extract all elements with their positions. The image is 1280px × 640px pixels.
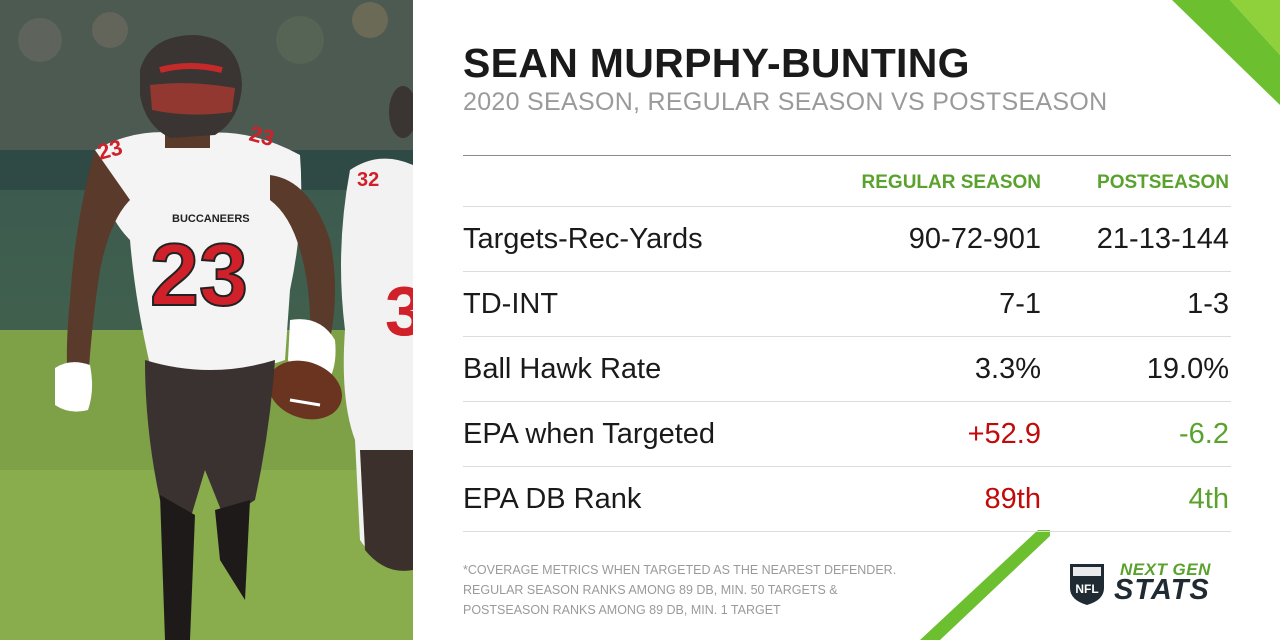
jersey-number: 23 <box>150 225 248 324</box>
column-header-regular-season: REGULAR SEASON <box>861 172 1041 193</box>
svg-text:3: 3 <box>385 272 413 350</box>
regular-season-value: 90-72-901 <box>908 223 1041 255</box>
row-label: TD-INT <box>463 288 559 320</box>
postseason-value: 4th <box>1188 483 1229 515</box>
nfl-shield-icon: NFL <box>1070 564 1104 605</box>
table-row: TD-INT 7-1 1-3 <box>463 272 1231 337</box>
row-label: EPA when Targeted <box>463 418 716 450</box>
player-photo: 32 3 23 BUCCANEERS 23 23 <box>0 0 413 640</box>
logo-line-2: STATS <box>1114 574 1210 606</box>
table-row: Targets-Rec-Yards 90-72-901 21-13-144 <box>463 207 1231 272</box>
table-row: EPA when Targeted +52.9 -6.2 <box>463 402 1231 467</box>
regular-season-value: 7-1 <box>999 288 1041 320</box>
footnote-line: *COVERAGE METRICS WHEN TARGETED AS THE N… <box>463 563 897 577</box>
season-subtitle: 2020 SEASON, REGULAR SEASON VS POSTSEASO… <box>463 88 1108 116</box>
nfl-shield-text: NFL <box>1075 582 1098 596</box>
logo-line-1: NEXT GEN <box>1120 560 1211 579</box>
stats-table: REGULAR SEASON POSTSEASON Targets-Rec-Ya… <box>463 155 1231 532</box>
jersey-team-text: BUCCANEERS <box>172 213 250 225</box>
table-header-row: REGULAR SEASON POSTSEASON <box>463 155 1231 207</box>
postseason-value: -6.2 <box>1179 418 1229 450</box>
footnote: *COVERAGE METRICS WHEN TARGETED AS THE N… <box>463 560 933 620</box>
postseason-value: 21-13-144 <box>1096 223 1229 255</box>
table-row: Ball Hawk Rate 3.3% 19.0% <box>463 337 1231 402</box>
postseason-value: 19.0% <box>1146 353 1229 385</box>
row-label: EPA DB Rank <box>463 483 642 515</box>
player-name-title: SEAN MURPHY-BUNTING <box>463 40 970 86</box>
postseason-value: 1-3 <box>1187 288 1229 320</box>
footnote-line: REGULAR SEASON RANKS AMONG 89 DB, MIN. 5… <box>463 583 838 597</box>
row-label: Ball Hawk Rate <box>463 353 662 385</box>
footnote-line: POSTSEASON RANKS AMONG 89 DB, MIN. 1 TAR… <box>463 603 781 617</box>
next-gen-stats-logo: NFL NEXT GEN STATS <box>1068 560 1233 610</box>
regular-season-value: 3.3% <box>974 353 1041 385</box>
regular-season-value: 89th <box>984 483 1041 515</box>
accent-stripe-bottom <box>920 530 1050 640</box>
svg-text:32: 32 <box>357 169 379 191</box>
accent-stripe-top <box>1172 0 1280 105</box>
row-label: Targets-Rec-Yards <box>463 223 703 255</box>
regular-season-value: +52.9 <box>967 418 1041 450</box>
table-row: EPA DB Rank 89th 4th <box>463 467 1231 532</box>
column-header-postseason: POSTSEASON <box>1097 172 1229 193</box>
